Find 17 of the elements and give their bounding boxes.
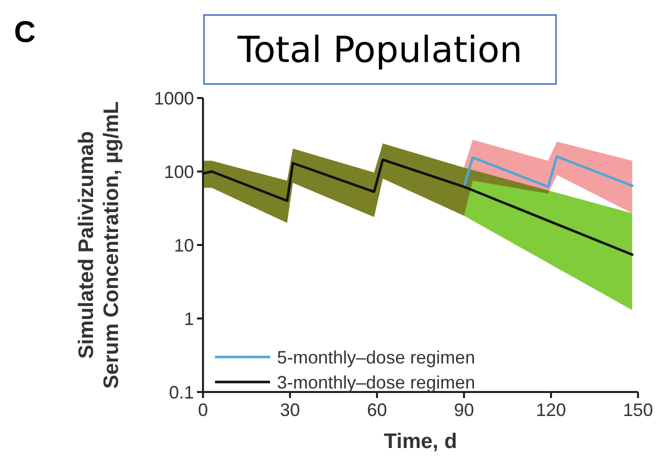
x-tick-label: 60 bbox=[366, 400, 388, 420]
y-tick-label: 10 bbox=[174, 235, 194, 256]
y-tick-label: 1000 bbox=[154, 88, 194, 108]
x-tick-label: 90 bbox=[454, 400, 474, 420]
x-tick-label: 150 bbox=[622, 400, 654, 420]
legend-label: 3-monthly–dose regimen bbox=[277, 372, 476, 392]
x-axis-title: Time, d bbox=[384, 430, 458, 453]
x-tick-label: 120 bbox=[536, 400, 566, 420]
y-tick-label: 1 bbox=[184, 308, 194, 329]
x-tick-label: 0 bbox=[198, 400, 208, 420]
y-tick-label: 0.1 bbox=[168, 382, 194, 402]
y-axis-title: Simulated Palivizumab Serum Concentration, µg/mL bbox=[75, 101, 123, 389]
legend-label: 5-monthly–dose regimen bbox=[277, 347, 476, 368]
x-tick-label: 30 bbox=[280, 400, 300, 420]
y-tick-label: 100 bbox=[164, 162, 194, 182]
chart-title: Total Population bbox=[236, 30, 522, 71]
text: C bbox=[14, 16, 36, 49]
